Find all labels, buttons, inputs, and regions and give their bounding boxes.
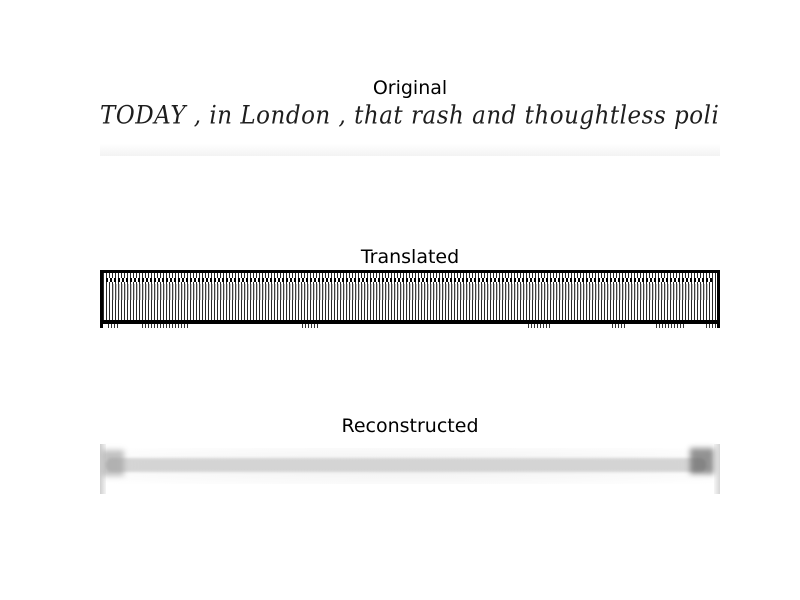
reconstructed-right-blob (690, 448, 714, 474)
reconstructed-left-blob (102, 450, 124, 476)
translated-tick-group (142, 324, 190, 328)
reconstructed-title: Reconstructed (341, 415, 479, 437)
translated-tick-group (656, 324, 684, 328)
original-title: Original (372, 77, 448, 99)
translated-tick-group (612, 324, 626, 328)
reconstructed-blurred-line (106, 458, 706, 472)
translated-tick-group (528, 324, 550, 328)
translated-image (100, 270, 720, 328)
translated-tick-group (706, 324, 716, 328)
translated-frame (100, 270, 720, 328)
reconstructed-right-edge (714, 444, 720, 494)
translated-tick-group (108, 324, 118, 328)
translated-top-band (106, 278, 712, 282)
translated-tick-group (302, 324, 320, 328)
reconstructed-image (100, 440, 720, 498)
translated-bottom-bar (100, 320, 720, 324)
original-image: TODAY , in London , that rash and though… (100, 100, 720, 158)
translated-middle-band (112, 284, 708, 300)
handwriting-line: TODAY , in London , that rash and though… (100, 102, 720, 131)
translated-title: Translated (360, 246, 460, 268)
paper-texture (100, 144, 720, 156)
